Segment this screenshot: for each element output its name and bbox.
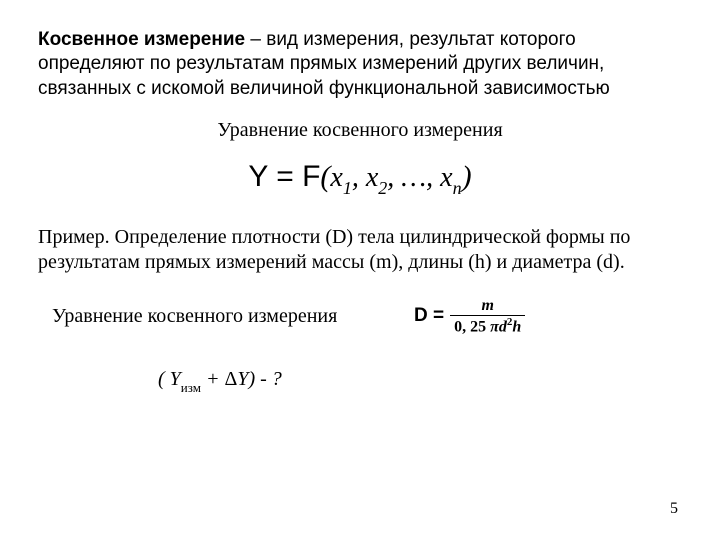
eq-comma2: , …,: [387, 162, 440, 193]
eq-sub1: 1: [343, 178, 352, 198]
q-close: ) - ?: [248, 368, 281, 390]
question-expression: ( Yизм + ΔY) - ?: [38, 368, 682, 394]
slide: Косвенное измерение – вид измерения, рез…: [0, 0, 720, 540]
q-open: (: [158, 368, 170, 390]
eq-F: F: [302, 160, 320, 193]
eq-close: ): [462, 160, 472, 193]
equation-title: Уравнение косвенного измерения: [38, 119, 682, 142]
definition-paragraph: Косвенное измерение – вид измерения, рез…: [38, 28, 682, 101]
main-equation: Y = F(x1, x2, …, xn): [38, 160, 682, 195]
q-Y: Y: [170, 368, 181, 390]
q-plus: +: [201, 368, 225, 390]
eq-x2: x: [366, 162, 378, 193]
q-izm: изм: [181, 380, 201, 395]
eq-Y: Y: [248, 160, 267, 193]
definition-term: Косвенное измерение: [38, 29, 245, 50]
fraction-numerator: m: [477, 297, 497, 315]
fraction-denominator: 0, 25 πd2h: [450, 315, 525, 336]
density-D: D =: [414, 305, 444, 327]
eq-open: (: [320, 160, 330, 193]
eq-equals: =: [268, 160, 302, 193]
density-equation: D = m 0, 25 πd2h: [414, 297, 525, 336]
equation-row: Уравнение косвенного измерения D = m 0, …: [38, 297, 682, 336]
equation-row-label: Уравнение косвенного измерения: [38, 305, 414, 328]
eq-x1: x: [330, 162, 342, 193]
eq-sub2: 2: [378, 178, 387, 198]
q-Y2: Y: [237, 368, 248, 390]
q-delta: Δ: [224, 368, 237, 390]
eq-subn: n: [453, 178, 462, 198]
page-number: 5: [670, 500, 678, 518]
example-paragraph: Пример. Определение плотности (D) тела ц…: [38, 225, 682, 275]
definition-dash: –: [245, 29, 266, 50]
eq-xn: x: [440, 162, 452, 193]
eq-comma1: ,: [352, 162, 366, 193]
fraction: m 0, 25 πd2h: [450, 297, 525, 336]
